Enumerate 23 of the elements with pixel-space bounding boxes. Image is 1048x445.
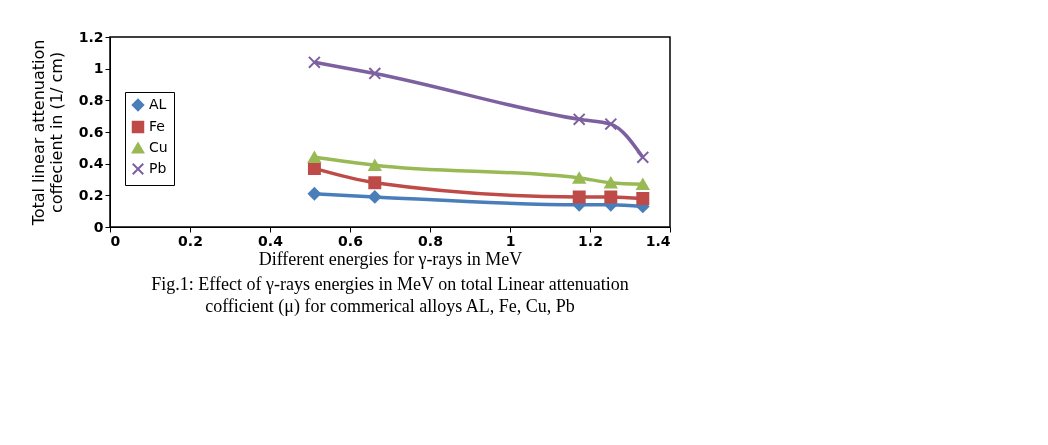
text: cofficient (μ) for commerical alloys AL, Fe, Cu, Pb (205, 296, 575, 317)
y-tick-label: 0.8 (78, 91, 104, 108)
legend-label: AL (149, 96, 167, 112)
y-tick-label: 0.4 (78, 155, 104, 172)
caption: Fig.1: Effect of γ-rays energies in MeV on total Linear attenuation (151, 274, 629, 294)
x-tick-label: 1 (505, 232, 516, 249)
x-tick-label: 0.6 (338, 232, 363, 249)
x-tick-label: 0 (110, 232, 121, 249)
x-tick-label: 0.2 (178, 232, 203, 249)
y-tick-label: 1.2 (78, 28, 104, 45)
x-tick-label: 1.4 (645, 232, 671, 249)
y-tick-label: 1 (93, 60, 104, 77)
x-tick-label: 1.2 (578, 232, 603, 249)
legend-label: Fe (149, 118, 165, 134)
y-tick-label: 0.6 (78, 123, 104, 140)
legend-label: Pb (149, 160, 167, 176)
y-axis-title: Total linear attenuation coffecient in (1/ cm) (28, 39, 66, 227)
y-tick-label: 0.2 (78, 186, 104, 203)
x-axis-title: Different energies for γ-rays in MeV (258, 248, 523, 269)
y-tick-label: 0 (93, 218, 104, 235)
x-tick-label: 0.8 (418, 232, 443, 249)
legend-label: Cu (149, 139, 168, 155)
x-tick-label: 0.4 (258, 232, 284, 249)
